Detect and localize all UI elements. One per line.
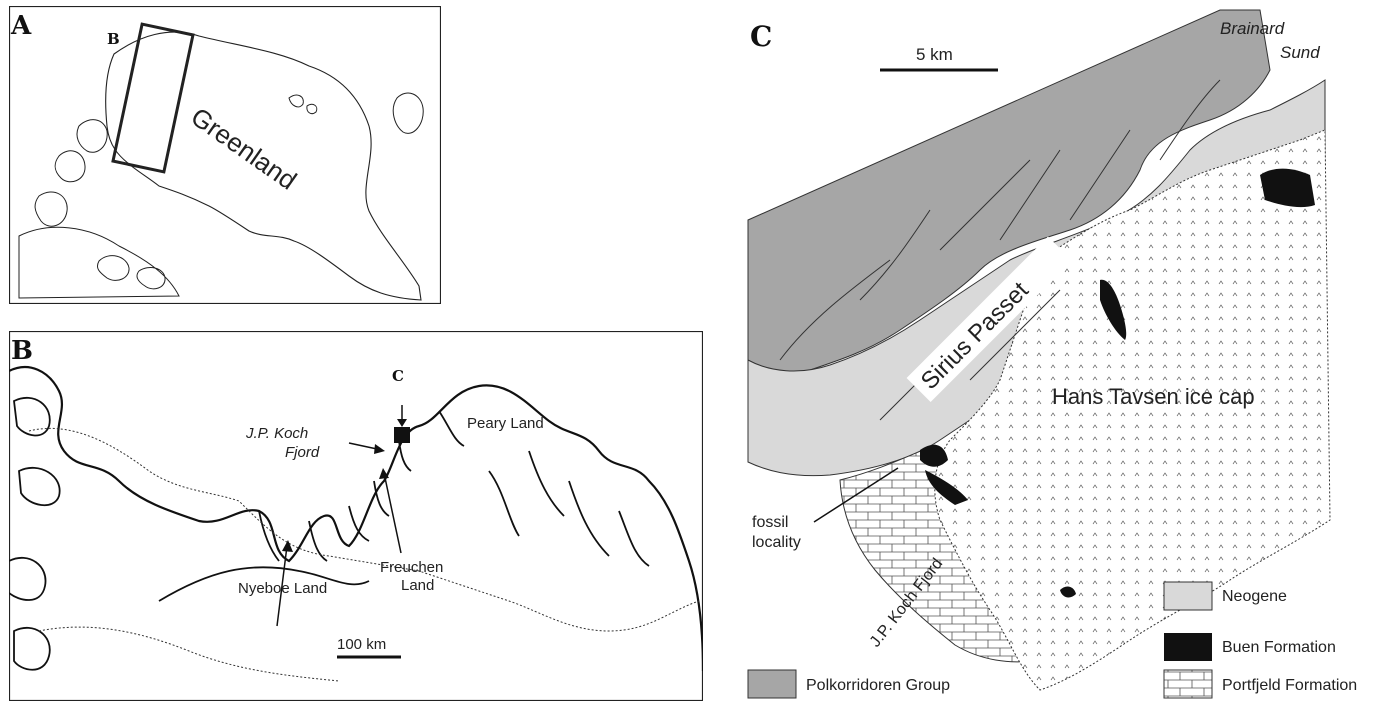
koch-fjord-label-line2: Fjord bbox=[285, 444, 320, 461]
location-c-arrowhead bbox=[397, 419, 407, 427]
legend: Neogene Buen Formation Portfjeld Formati… bbox=[747, 581, 1357, 699]
fossil-locality-label-line1: fossil bbox=[752, 514, 788, 531]
koch-fjord-arrowhead bbox=[374, 444, 385, 454]
ice-margin bbox=[28, 427, 700, 682]
koch-fjord-arrow bbox=[348, 442, 378, 450]
panel-a-greenland-overview: A B Greenland bbox=[9, 6, 441, 304]
freuchen-land-arrowhead bbox=[379, 468, 389, 479]
freuchen-land-label-line1: Freuchen bbox=[380, 559, 443, 576]
panel-b-frame bbox=[9, 331, 703, 701]
buen-formation-patch-1 bbox=[1260, 168, 1315, 208]
peary-land-label: Peary Land bbox=[467, 415, 544, 432]
panel-a-frame bbox=[9, 6, 441, 304]
location-c-square bbox=[394, 427, 410, 443]
buen-formation-patch-3 bbox=[920, 444, 968, 505]
polkorridoren-group-area bbox=[747, 9, 1271, 374]
panel-b-north-greenland: B C J.P. Koch Fjord Peary Land Freuchen … bbox=[9, 331, 703, 701]
inset-letter-b: B bbox=[107, 30, 120, 48]
legend-swatch-polkorridoren bbox=[747, 669, 797, 699]
inset-letter-c: C bbox=[392, 367, 404, 385]
freuchen-land-arrow bbox=[383, 472, 402, 554]
legend-swatch-buen bbox=[1164, 633, 1212, 661]
legend-label-buen: Buen Formation bbox=[1222, 639, 1336, 656]
brainard-sund-label-line1: Brainard bbox=[1220, 19, 1285, 38]
island-east bbox=[392, 92, 424, 134]
panel-b-scale-label: 100 km bbox=[337, 636, 386, 653]
hans-tavsen-ice-cap bbox=[934, 129, 1331, 691]
koch-fjord-label-line1: J.P. Koch bbox=[245, 425, 308, 442]
fossil-locality-label-line2: locality bbox=[752, 534, 801, 551]
north-greenland-coastline bbox=[9, 366, 703, 672]
legend-swatch-neogene bbox=[1163, 581, 1213, 611]
nyeboe-land-arrowhead bbox=[282, 540, 293, 552]
islands-north bbox=[288, 94, 318, 115]
panel-c-sirius-passet-map: Sirius Passet C 5 km Brainard Sund Hans … bbox=[740, 0, 1399, 704]
greenland-outline bbox=[105, 31, 422, 301]
freuchen-land-label-line2: Land bbox=[401, 577, 434, 594]
legend-label-neogene: Neogene bbox=[1222, 588, 1287, 605]
legend-label-portfjeld: Portfjeld Formation bbox=[1222, 677, 1357, 694]
panel-c-letter: C bbox=[750, 20, 772, 53]
inset-box-b bbox=[111, 22, 195, 174]
ellesmere-coast bbox=[18, 119, 180, 299]
buen-formation-patch-2 bbox=[1100, 279, 1127, 340]
nyeboe-land-label: Nyeboe Land bbox=[238, 580, 327, 597]
nyeboe-land-arrow bbox=[276, 545, 288, 627]
buen-formation-patch-4 bbox=[1060, 586, 1076, 598]
legend-label-polkorridoren: Polkorridoren Group bbox=[806, 677, 950, 694]
fjord-cuts bbox=[158, 410, 650, 602]
legend-swatch-portfjeld bbox=[1163, 669, 1213, 699]
panel-a-letter: A bbox=[10, 11, 32, 41]
panel-c-scale-label: 5 km bbox=[916, 45, 953, 64]
west-islands bbox=[9, 396, 61, 671]
ice-cap-label: Hans Tavsen ice cap bbox=[1052, 384, 1255, 409]
panel-b-letter: B bbox=[11, 336, 33, 366]
sirius-passet-label-box bbox=[906, 236, 1073, 403]
fossil-locality-pointer bbox=[813, 467, 899, 523]
brainard-sund-label-line2: Sund bbox=[1280, 43, 1320, 62]
